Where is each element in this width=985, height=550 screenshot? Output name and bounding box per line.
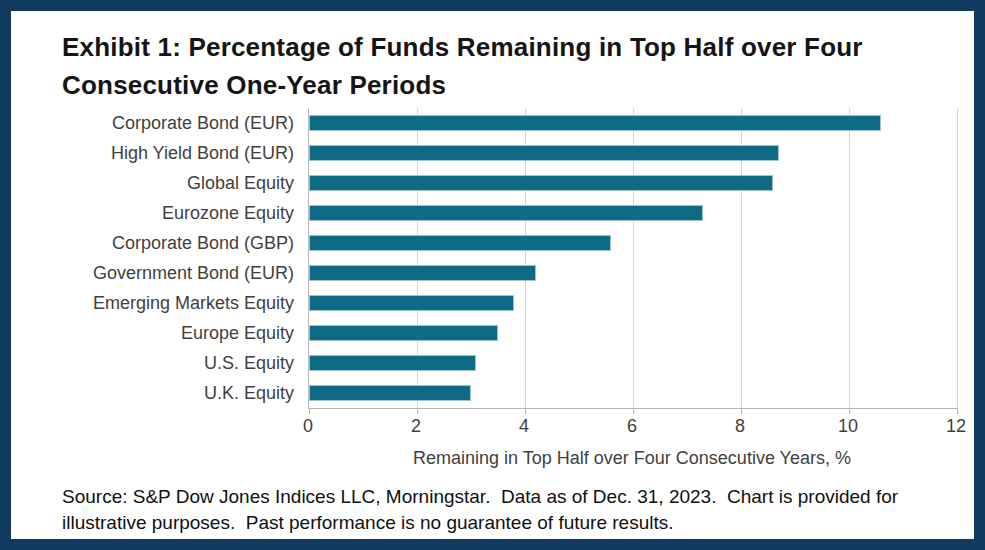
bar	[309, 295, 514, 311]
category-label: U.K. Equity	[11, 378, 308, 408]
category-label: Eurozone Equity	[11, 198, 308, 228]
category-label: High Yield Bond (EUR)	[11, 138, 308, 168]
bar	[309, 205, 703, 221]
axis-tick	[525, 408, 526, 414]
exhibit-frame: Exhibit 1: Percentage of Funds Remaining…	[11, 28, 974, 536]
chart-title-line1: Exhibit 1: Percentage of Funds Remaining…	[62, 28, 944, 66]
bar-row	[309, 288, 957, 318]
bar	[309, 175, 773, 191]
category-label: Global Equity	[11, 168, 308, 198]
bar	[309, 325, 498, 341]
x-axis-title: Remaining in Top Half over Four Consecut…	[308, 448, 956, 469]
category-label: Government Bond (EUR)	[11, 258, 308, 288]
category-label: Emerging Markets Equity	[11, 288, 308, 318]
bar-row	[309, 198, 957, 228]
bar	[309, 145, 779, 161]
bar-chart: Corporate Bond (EUR)High Yield Bond (EUR…	[11, 108, 974, 409]
x-tick-label: 10	[838, 416, 858, 437]
axis-tick	[741, 408, 742, 414]
axis-tick	[309, 408, 310, 414]
bars-layer	[309, 108, 957, 408]
axis-tick	[849, 408, 850, 414]
bar-row	[309, 258, 957, 288]
x-tick-label: 0	[303, 416, 313, 437]
source-note: Source: S&P Dow Jones Indices LLC, Morni…	[62, 484, 949, 536]
axis-tick	[633, 408, 634, 414]
plot-area	[308, 108, 957, 409]
bar	[309, 235, 611, 251]
x-tick-label: 4	[519, 416, 529, 437]
bar	[309, 385, 471, 401]
x-tick-label: 6	[627, 416, 637, 437]
category-label: Europe Equity	[11, 318, 308, 348]
bar-row	[309, 108, 957, 138]
x-tick-label: 8	[735, 416, 745, 437]
category-label: Corporate Bond (GBP)	[11, 228, 308, 258]
category-label: Corporate Bond (EUR)	[11, 108, 308, 138]
bar-row	[309, 348, 957, 378]
axis-tick	[417, 408, 418, 414]
bar-row	[309, 378, 957, 408]
bar-row	[309, 228, 957, 258]
bar	[309, 265, 536, 281]
chart-title-line2: Consecutive One-Year Periods	[62, 66, 944, 104]
category-label: U.S. Equity	[11, 348, 308, 378]
chart-title: Exhibit 1: Percentage of Funds Remaining…	[62, 28, 944, 104]
axis-tick	[957, 408, 958, 414]
bar	[309, 115, 881, 131]
gridline	[957, 108, 958, 408]
category-labels: Corporate Bond (EUR)High Yield Bond (EUR…	[11, 108, 308, 409]
bar-row	[309, 138, 957, 168]
bar	[309, 355, 476, 371]
bar-row	[309, 168, 957, 198]
x-tick-label: 2	[411, 416, 421, 437]
bar-row	[309, 318, 957, 348]
x-tick-label: 12	[946, 416, 966, 437]
x-tick-labels: 024681012	[308, 416, 956, 440]
